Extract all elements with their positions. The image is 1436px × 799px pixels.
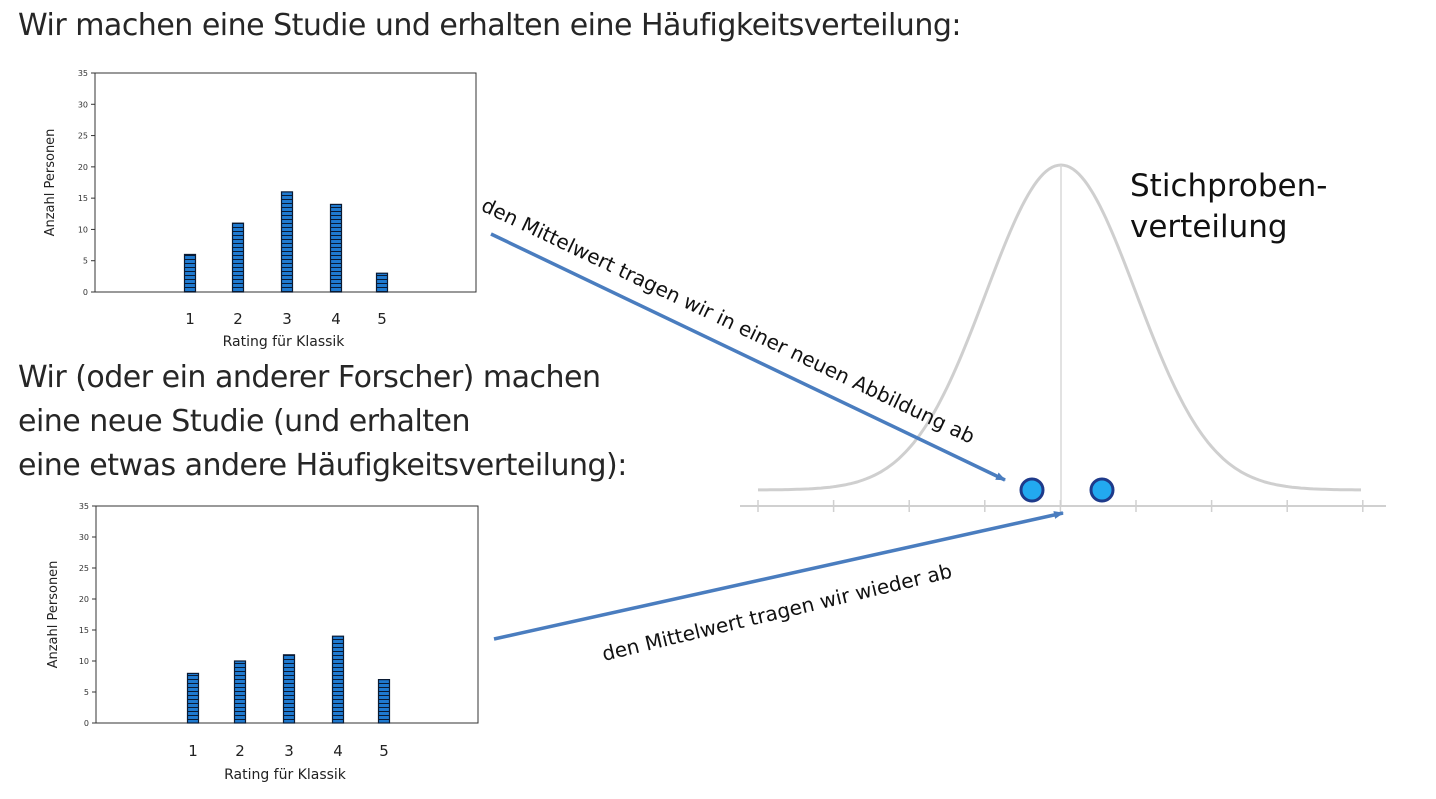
x-tick-label: 1 xyxy=(188,742,198,760)
bar-4 xyxy=(329,203,343,293)
x-tick-label: 5 xyxy=(379,742,389,760)
distribution-label-line-2: verteilung xyxy=(1130,209,1288,245)
distribution-label-line-1: Stichproben- xyxy=(1130,168,1327,204)
y-tick-label: 30 xyxy=(78,100,88,109)
repeat-study-text: Wir (oder ein anderer Forscher) machen e… xyxy=(18,356,627,488)
y-tick-label: 15 xyxy=(78,194,88,203)
repeat-study-line-3: eine etwas andere Häufigkeitsverteilung)… xyxy=(18,448,627,483)
arrow-first-label: den Mittelwert tragen wir in einer neuen… xyxy=(478,193,979,449)
bar-5 xyxy=(377,678,391,724)
bar-2 xyxy=(233,660,247,724)
y-tick-label: 10 xyxy=(79,657,89,666)
x-axis-label: Rating für Klassik xyxy=(224,767,347,783)
y-axis-label: Anzahl Personen xyxy=(43,129,58,237)
y-tick-label: 0 xyxy=(84,719,89,728)
sampling-distribution: Stichproben- verteilung xyxy=(740,163,1386,512)
repeat-study-line-2: eine neue Studie (und erhalten xyxy=(18,404,471,439)
bell-curve xyxy=(758,163,1361,492)
bar-5 xyxy=(375,272,389,293)
distribution-axis-ticks xyxy=(757,500,1364,512)
repeat-study-line-1: Wir (oder ein anderer Forscher) machen xyxy=(18,360,601,395)
arrow-first-mean xyxy=(490,232,1006,482)
y-tick-label: 25 xyxy=(78,132,88,141)
x-tick-label: 3 xyxy=(284,742,294,760)
y-tick-label: 0 xyxy=(83,288,88,297)
mean-dot-1 xyxy=(1019,477,1045,503)
y-tick-label: 15 xyxy=(79,626,89,635)
y-tick-label: 5 xyxy=(84,688,89,697)
x-tick-label: 2 xyxy=(235,742,245,760)
y-tick-label: 20 xyxy=(79,595,89,604)
x-tick-label: 2 xyxy=(233,310,243,328)
arrow-second-mean xyxy=(493,511,1064,641)
y-tick-label: 30 xyxy=(79,533,89,542)
x-tick-label: 3 xyxy=(282,310,292,328)
x-tick-label: 1 xyxy=(185,310,195,328)
x-tick-label: 4 xyxy=(331,310,341,328)
bar-3 xyxy=(280,191,294,293)
bar-1 xyxy=(186,672,200,724)
y-tick-label: 5 xyxy=(83,257,88,266)
y-tick-label: 20 xyxy=(78,163,88,172)
y-tick-label: 35 xyxy=(78,69,88,78)
frequency-chart-1: 0 5 10 15 20 25 30 35 1 2 3 4 5 Rating für Klassik Anz… xyxy=(43,69,477,350)
intro-heading: Wir machen eine Studie und erhalten eine… xyxy=(18,8,962,43)
bar-3 xyxy=(282,654,296,724)
bar-2 xyxy=(231,222,245,293)
x-tick-label: 4 xyxy=(333,742,343,760)
frequency-chart-2: 0 5 10 15 20 25 30 35 1 2 3 4 5 Rating für Klassik Anz… xyxy=(46,502,479,783)
mean-dot-2 xyxy=(1089,477,1115,503)
x-axis-label: Rating für Klassik xyxy=(223,334,346,350)
y-tick-label: 10 xyxy=(78,225,88,234)
y-axis-label: Anzahl Personen xyxy=(46,561,61,669)
bar-1 xyxy=(183,253,197,293)
bar-4 xyxy=(331,635,345,724)
y-tick-label: 25 xyxy=(79,564,89,573)
x-tick-label: 5 xyxy=(377,310,387,328)
y-tick-label: 35 xyxy=(79,502,89,511)
